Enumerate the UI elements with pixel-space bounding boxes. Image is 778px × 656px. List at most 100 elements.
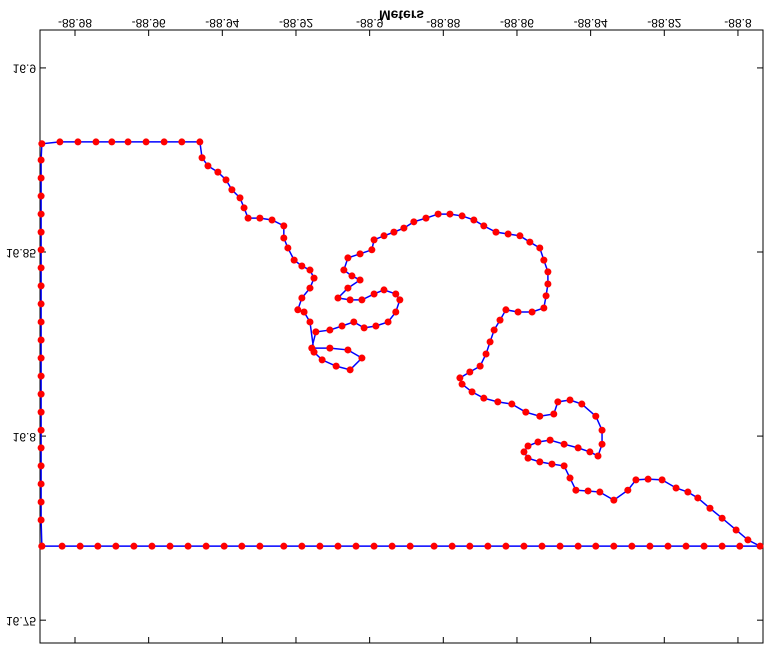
marker bbox=[594, 452, 602, 460]
marker bbox=[348, 272, 356, 280]
marker bbox=[356, 250, 364, 258]
marker bbox=[38, 542, 46, 550]
marker bbox=[492, 228, 500, 236]
marker bbox=[446, 210, 454, 218]
marker bbox=[574, 444, 582, 452]
marker bbox=[664, 542, 672, 550]
x-tick-label: -88.82 bbox=[647, 16, 681, 30]
marker bbox=[632, 476, 640, 484]
marker bbox=[718, 542, 726, 550]
marker bbox=[338, 322, 346, 330]
marker bbox=[496, 316, 504, 324]
marker bbox=[434, 210, 442, 218]
y-tick-label: 16.8 bbox=[13, 430, 37, 444]
x-tick-label: -88.8 bbox=[724, 16, 752, 30]
marker bbox=[37, 516, 45, 524]
marker bbox=[94, 542, 102, 550]
marker bbox=[284, 244, 292, 252]
marker bbox=[184, 542, 192, 550]
marker bbox=[516, 232, 524, 240]
marker bbox=[37, 300, 45, 308]
marker bbox=[700, 542, 708, 550]
marker bbox=[344, 346, 352, 354]
marker bbox=[410, 218, 418, 226]
marker bbox=[294, 306, 302, 314]
x-tick-label: -88.9 bbox=[356, 16, 384, 30]
marker bbox=[548, 460, 556, 468]
marker bbox=[37, 336, 45, 344]
marker bbox=[540, 304, 548, 312]
marker bbox=[346, 366, 354, 374]
marker bbox=[76, 542, 84, 550]
marker bbox=[37, 192, 45, 200]
marker bbox=[598, 426, 606, 434]
marker bbox=[396, 296, 404, 304]
marker bbox=[37, 246, 45, 254]
marker bbox=[560, 440, 568, 448]
marker bbox=[486, 338, 494, 346]
marker bbox=[482, 350, 490, 358]
marker bbox=[502, 542, 510, 550]
marker bbox=[280, 542, 288, 550]
marker bbox=[646, 542, 654, 550]
marker bbox=[344, 284, 352, 292]
x-tick-label: -88.84 bbox=[574, 16, 608, 30]
marker bbox=[130, 542, 138, 550]
marker bbox=[610, 542, 618, 550]
marker bbox=[298, 542, 306, 550]
marker bbox=[624, 486, 632, 494]
marker bbox=[556, 542, 564, 550]
marker bbox=[584, 487, 592, 495]
marker bbox=[108, 138, 116, 146]
marker bbox=[58, 542, 66, 550]
marker bbox=[202, 542, 210, 550]
marker bbox=[566, 474, 574, 482]
marker bbox=[392, 290, 400, 298]
marker bbox=[332, 362, 340, 370]
marker bbox=[280, 234, 288, 242]
marker bbox=[536, 458, 544, 466]
marker bbox=[480, 394, 488, 402]
marker bbox=[592, 542, 600, 550]
chart-title: Meters bbox=[379, 7, 424, 23]
marker bbox=[458, 380, 466, 388]
marker bbox=[37, 156, 45, 164]
marker bbox=[566, 396, 574, 404]
marker bbox=[644, 475, 652, 483]
marker bbox=[310, 274, 318, 282]
marker bbox=[298, 294, 306, 302]
marker bbox=[468, 388, 476, 396]
marker bbox=[340, 266, 348, 274]
y-tick-label: 16.9 bbox=[13, 62, 37, 76]
x-tick-label: -88.98 bbox=[58, 16, 92, 30]
marker bbox=[37, 444, 45, 452]
marker bbox=[718, 514, 726, 522]
marker bbox=[256, 542, 264, 550]
marker bbox=[546, 436, 554, 444]
marker bbox=[578, 400, 586, 408]
marker bbox=[524, 454, 532, 462]
marker bbox=[592, 412, 600, 420]
marker bbox=[112, 542, 120, 550]
marker bbox=[456, 374, 464, 382]
y-tick-label: 16.75 bbox=[6, 614, 36, 628]
marker bbox=[598, 440, 606, 448]
marker bbox=[256, 214, 264, 222]
marker bbox=[744, 536, 752, 544]
marker bbox=[358, 354, 366, 362]
marker bbox=[142, 138, 150, 146]
marker bbox=[610, 496, 618, 504]
marker bbox=[538, 542, 546, 550]
marker bbox=[334, 294, 342, 302]
marker bbox=[37, 408, 45, 416]
y-tick-label: 16.85 bbox=[6, 246, 36, 260]
x-tick-label: -88.86 bbox=[500, 16, 534, 30]
marker bbox=[406, 542, 414, 550]
marker bbox=[37, 372, 45, 380]
marker bbox=[37, 228, 45, 236]
marker bbox=[544, 268, 552, 276]
marker bbox=[560, 462, 568, 470]
marker bbox=[37, 426, 45, 434]
